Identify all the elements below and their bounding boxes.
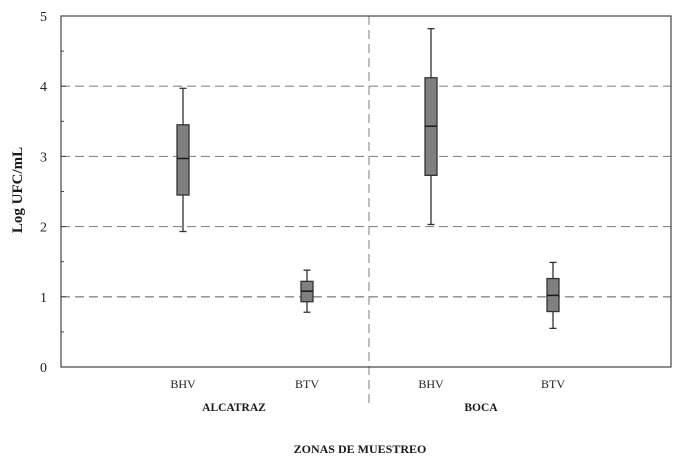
y-tick-label-4: 4 bbox=[40, 80, 47, 95]
y-tick-label-2: 2 bbox=[40, 221, 47, 236]
y-tick-label-1: 1 bbox=[40, 291, 47, 306]
plot-frame bbox=[60, 15, 672, 368]
x-axis-title: ZONAS DE MUESTREO bbox=[294, 442, 427, 456]
box-boca-bhv bbox=[424, 27, 438, 226]
y-tick-label-3: 3 bbox=[40, 150, 47, 165]
y-tick-label-0: 0 bbox=[40, 361, 47, 376]
box-iqr bbox=[176, 124, 190, 196]
y-tick-label-5: 5 bbox=[40, 10, 47, 25]
y-axis-ticks: 0 1 2 3 4 5 bbox=[40, 10, 66, 376]
x-tick-label-bhv: BHV bbox=[418, 377, 444, 391]
box-alcatraz-bhv bbox=[176, 87, 190, 233]
group-label-alcatraz: ALCATRAZ bbox=[202, 402, 266, 414]
grid-lines bbox=[61, 85, 671, 298]
x-tick-label-bhv: BHV bbox=[170, 377, 196, 391]
group-label-boca: BOCA bbox=[464, 402, 498, 414]
y-axis-title: Log UFC/mL bbox=[10, 147, 26, 233]
box-boca-btv bbox=[546, 261, 560, 330]
x-tick-label-btv: BTV bbox=[541, 377, 565, 391]
boxes bbox=[176, 27, 560, 330]
x-axis-labels: BHV BTV BHV BTV ALCATRAZ BOCA bbox=[170, 377, 565, 414]
box-alcatraz-btv bbox=[300, 269, 314, 313]
x-tick-label-btv: BTV bbox=[295, 377, 319, 391]
